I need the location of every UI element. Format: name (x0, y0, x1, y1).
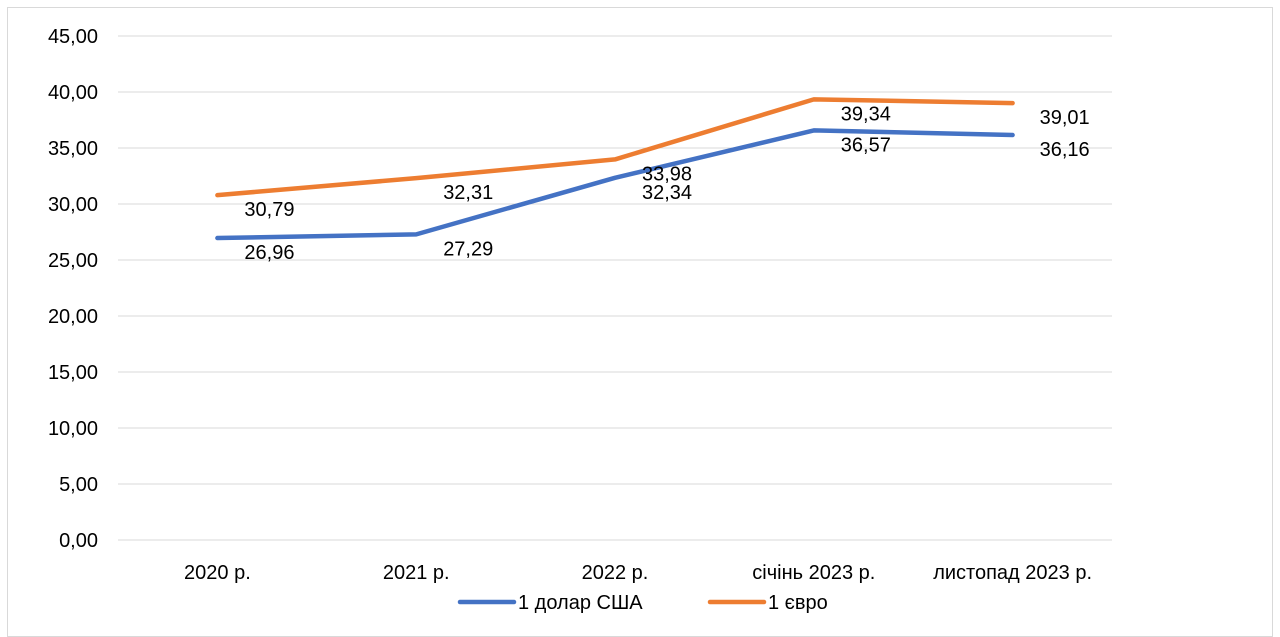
data-label: 36,16 (1040, 139, 1090, 161)
y-tick-label: 20,00 (48, 306, 98, 328)
y-tick-label: 45,00 (48, 26, 98, 48)
x-tick-label: 2021 р. (383, 562, 450, 584)
x-axis-tick-labels: 2020 р. 2021 р. 2022 р. січінь 2023 р. листо… (184, 562, 1092, 584)
x-tick-label: листопад 2023 р. (933, 562, 1092, 584)
x-tick-label: 2022 р. (582, 562, 649, 584)
chart-frame (7, 7, 1273, 637)
x-tick-label: 2020 р. (184, 562, 251, 584)
data-label: 39,01 (1040, 107, 1090, 129)
data-label: 36,57 (841, 134, 891, 156)
data-label: 39,34 (841, 103, 891, 125)
y-axis-tick-labels: 0,00 5,00 10,00 15,00 20,00 25,00 30,00 35,00 40… (48, 26, 98, 552)
legend-label: 1 євро (768, 592, 828, 614)
legend-label: 1 долар США (518, 592, 643, 614)
series-lines (215, 97, 1015, 241)
y-tick-label: 35,00 (48, 138, 98, 160)
y-tick-label: 5,00 (59, 474, 98, 496)
data-label: 32,31 (443, 182, 493, 204)
data-label: 26,96 (244, 242, 294, 264)
data-label: 27,29 (443, 238, 493, 260)
series-line-1 (215, 97, 1015, 198)
y-tick-label: 30,00 (48, 194, 98, 216)
legend: 1 долар США 1 євро (457, 592, 828, 614)
y-tick-label: 15,00 (48, 362, 98, 384)
data-labels: 26,96 27,29 32,34 36,57 36,16 30,79 32,31 33,98… (244, 103, 1089, 264)
data-label: 30,79 (244, 199, 294, 221)
y-tick-label: 10,00 (48, 418, 98, 440)
y-tick-label: 0,00 (59, 530, 98, 552)
x-tick-label: січінь 2023 р. (752, 562, 875, 584)
series-line-0 (215, 128, 1015, 241)
data-label: 33,98 (642, 163, 692, 185)
y-tick-label: 40,00 (48, 82, 98, 104)
data-label: 32,34 (642, 182, 692, 204)
gridlines (118, 35, 1112, 541)
y-tick-label: 25,00 (48, 250, 98, 272)
